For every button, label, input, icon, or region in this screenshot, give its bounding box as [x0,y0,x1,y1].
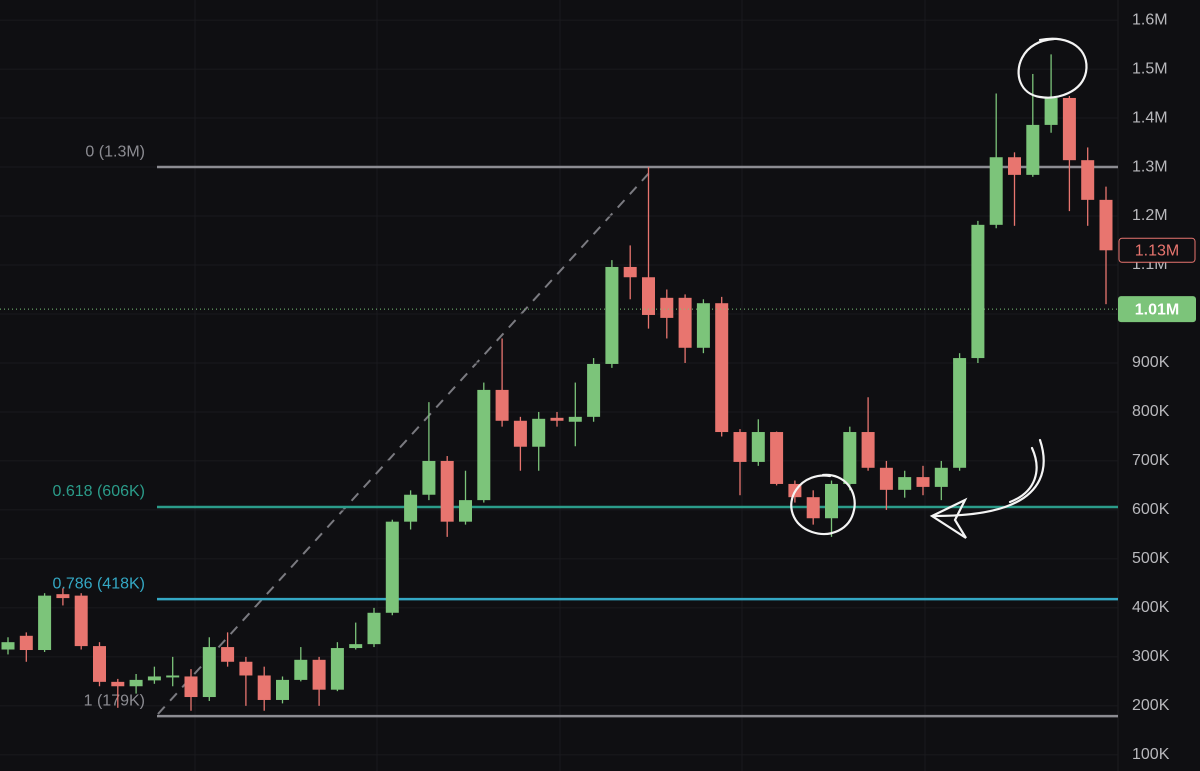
candle-body [916,477,930,487]
candle-body [1081,160,1095,200]
candle-body [276,679,289,700]
candle-body [1099,199,1113,251]
candle-body [221,647,235,662]
candle-body [38,595,52,651]
candle-body [587,363,601,417]
candle-body [934,467,948,487]
candle-body [19,635,33,651]
candle-body [1,642,15,650]
y-tick-label: 500K [1132,550,1170,567]
candle-body [843,432,857,484]
price-tag-box [1118,237,1196,263]
candle-body [440,460,454,522]
candle-body [623,266,637,278]
candle-body [678,297,692,348]
candle-body [239,661,253,676]
y-tick-label: 1.2M [1132,207,1168,224]
y-tick-label: 700K [1132,452,1170,469]
y-tick-label: 400K [1132,599,1170,616]
candle-body [1008,157,1021,175]
candle-body [367,612,381,645]
y-tick-label: 600K [1132,501,1170,518]
candle-body [879,467,893,490]
candle-body [660,297,674,318]
candle-body [129,679,143,687]
fib-trend-line [157,171,651,715]
price-tag-label: 1.13M [1135,243,1179,260]
highlight-circle [790,473,856,536]
candle-body [111,681,125,687]
candle-body [166,675,180,678]
candle-body [568,416,582,422]
candle-body [989,157,1003,225]
candle-body [605,266,619,364]
y-tick-label: 800K [1132,403,1170,420]
price-tag-label: 1.01M [1135,301,1179,318]
y-tick-label: 300K [1132,648,1170,665]
candle-body [770,432,784,484]
candle-body [294,659,308,680]
candle-body [477,389,491,501]
annotations [790,37,1088,539]
price-tag-box [1118,296,1196,323]
candle-body [550,417,564,421]
y-tick-label: 900K [1132,354,1170,371]
candle-body [513,420,527,447]
fib-level-label: 0 (1.3M) [85,143,145,160]
candle-body [1062,97,1076,161]
y-tick-label: 200K [1132,697,1170,714]
candle-body [184,676,198,698]
candle-body [349,644,363,649]
candle-body [715,303,729,433]
candle-body [898,477,912,490]
plot: 100K200K300K400K500K600K700K800K900K1M1.… [0,11,1196,763]
candle-body [751,432,765,462]
candle-body [861,432,875,468]
candle-body [404,494,418,522]
candle-body [257,675,271,700]
candle-body [202,647,216,698]
y-tick-label: 1.3M [1132,158,1168,175]
fib-level-label: 0.618 (606K) [52,483,145,500]
candle-body [1044,97,1058,125]
annotation-arrowhead [929,497,968,539]
annotation-arrow-stroke [1008,446,1038,504]
candle-body [495,389,509,421]
candle-body [459,500,472,522]
y-tick-label: 1.6M [1132,11,1168,28]
candle-body [385,521,399,613]
candle-body [74,595,88,647]
y-tick-label: 100K [1132,746,1170,763]
fib-level-label: 0.786 (418K) [52,575,145,592]
candle-body [312,659,326,690]
candle-body [696,303,710,348]
candle-body [825,483,838,519]
fib-level-label: 1 (179K) [84,692,145,709]
candle-body [330,648,344,690]
y-tick-label: 1.4M [1132,109,1168,126]
candle-body [806,497,820,519]
candle-body [422,460,436,495]
candle-body [93,646,106,682]
candle-body [642,277,655,315]
candle-body [56,594,70,599]
candle-body [953,358,967,468]
candle-body [733,432,747,462]
highlight-circle [1017,37,1088,99]
candle-body [147,676,161,681]
y-tick-label: 1.5M [1132,60,1168,77]
candle-body [532,418,546,447]
candle-body [971,224,985,359]
candle-body [1026,124,1040,175]
